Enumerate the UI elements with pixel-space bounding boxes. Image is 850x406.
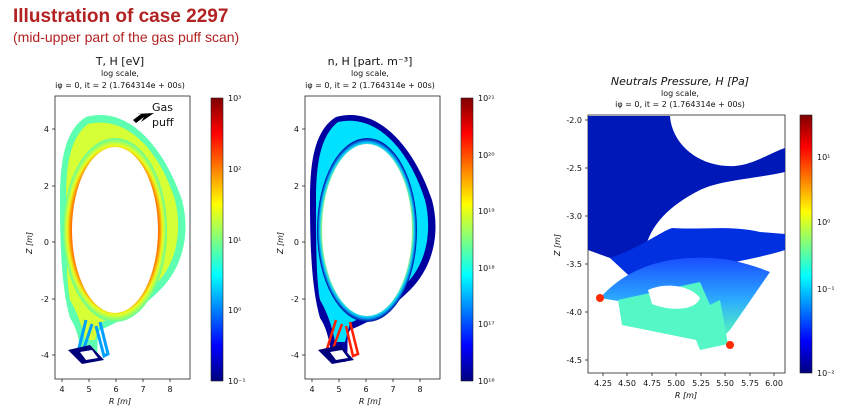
plot2-cbar-tick: 10¹⁹: [478, 207, 495, 216]
plot3-cbar-tick: 10¹: [817, 153, 830, 162]
plot3-xticks: [602, 373, 775, 376]
plot2-cbar-tick: 10¹⁷: [478, 320, 495, 329]
plot3-xtick-label: 4.25: [594, 379, 612, 388]
plot1-cbar-tick: 10⁰: [228, 306, 241, 315]
plot2-divertor-hole: [330, 350, 348, 360]
plot3-ylabel: Z [m]: [553, 234, 562, 257]
plot1-xtick-label: 4: [59, 385, 64, 394]
plot3-subtitle-line1: log scale,: [661, 89, 699, 98]
plot1-ytick-label: -4: [41, 351, 49, 360]
plot2-xtick-label: 5: [336, 385, 341, 394]
plot1-cbar-tick: 10¹: [228, 236, 241, 245]
plot1-xticks: [61, 379, 171, 382]
plot2-cbar-tick: 10¹⁶: [478, 377, 495, 386]
plot2-ytick-label: -2: [291, 295, 299, 304]
plot2-cbar-tick: 10²⁰: [478, 151, 495, 160]
plot1-cbar-tick: 10²: [228, 165, 241, 174]
plot2-ytick-label: 4: [294, 125, 299, 134]
plot2-xtick-label: 7: [390, 385, 395, 394]
plot3-xlabel: R [m]: [675, 391, 697, 400]
plot3-cbar-tick: 10⁻¹: [817, 285, 835, 294]
plot2-cbar-tick: 10¹⁸: [478, 264, 495, 273]
plot3-xtick-label: 5.50: [716, 379, 734, 388]
plot3-xtick-label: 5.00: [667, 379, 685, 388]
plot1-core: [72, 147, 158, 313]
plot2-subtitle-line1: log scale,: [351, 69, 389, 78]
plot2-title: n, H [part. m⁻³]: [328, 55, 413, 68]
plot1-subtitle-line1: log scale,: [101, 69, 139, 78]
plot3-divertor-hole: [648, 285, 700, 309]
plot2-colorbar: [460, 97, 474, 382]
plot2-xtick-label: 6: [363, 385, 368, 394]
plot3-subtitle-line2: iφ = 0, it = 2 (1.764314e + 00s): [615, 100, 745, 109]
plot1-cbar-tick: 10³: [228, 94, 241, 103]
plot2-xticks: [311, 379, 421, 382]
plot1-xtick-label: 6: [113, 385, 118, 394]
slide-subtitle: (mid-upper part of the gas puff scan): [13, 29, 240, 45]
plot2-ytick-label: -4: [291, 351, 299, 360]
plot1-divertor-hole: [80, 350, 98, 360]
plot3-xtick-label: 5.75: [741, 379, 759, 388]
plot3-yticks: [585, 119, 588, 361]
plot3-ytick-label: -4.0: [566, 308, 582, 317]
plot1-annotation-gas: Gas: [152, 101, 173, 114]
plot2-core: [322, 144, 412, 316]
plot1-xtick-label: 5: [86, 385, 91, 394]
plot1-colorbar: [210, 97, 224, 382]
plot1-ytick-label: -2: [41, 295, 49, 304]
plot1-yticks: [52, 128, 55, 356]
plot3-ytick-label: -4.5: [566, 356, 582, 365]
slide-title: Illustration of case 2297: [13, 6, 229, 27]
plot3-cbar-tick: 10⁻²: [817, 369, 835, 378]
plot3-xtick-label: 4.75: [643, 379, 661, 388]
plot1-cbar-tick: 10⁻¹: [228, 377, 246, 386]
plot3-xtick-label: 4.50: [618, 379, 636, 388]
plot1-xtick-label: 7: [140, 385, 145, 394]
plot2-cbar-tick: 10²¹: [478, 94, 495, 103]
plot1-ylabel: Z [m]: [25, 232, 34, 255]
plot3-xtick-label: 5.25: [692, 379, 710, 388]
plot3-colorbar: [799, 114, 813, 374]
plot3-ytick-label: -3.5: [566, 260, 582, 269]
plot1-xtick-label: 8: [167, 385, 172, 394]
plot2-xtick-label: 4: [309, 385, 314, 394]
plot1-ytick-label: 0: [44, 238, 49, 247]
plot3-ytick-label: -3.0: [566, 212, 582, 221]
plot3-ytick-label: -2.0: [566, 116, 582, 125]
plot3-divertor-wedge: [618, 282, 728, 350]
plot3-hotspot-right: [726, 341, 734, 349]
plot2-ytick-label: 2: [294, 182, 299, 191]
plot1-annotation-arrow: [133, 113, 154, 123]
plot2-ytick-label: 0: [294, 238, 299, 247]
plot3-ytick-label: -2.5: [566, 164, 582, 173]
plot1-ytick-label: 4: [44, 125, 49, 134]
plot2-xlabel: R [m]: [359, 397, 381, 406]
plot1-annotation-puff: puff: [152, 116, 174, 129]
plot2-ylabel: Z [m]: [276, 232, 285, 255]
plot1-title: T, H [eV]: [95, 55, 144, 68]
plot2-xtick-label: 8: [417, 385, 422, 394]
plot2-yticks: [302, 128, 305, 356]
plot3-dark-region: [588, 116, 785, 258]
plot1-subtitle-line2: iφ = 0, it = 2 (1.764314e + 00s): [55, 81, 185, 90]
plot2-subtitle-line2: iφ = 0, it = 2 (1.764314e + 00s): [305, 81, 435, 90]
plot1-ytick-label: 2: [44, 182, 49, 191]
plot1-xlabel: R [m]: [109, 397, 131, 406]
plot3-hotspot-left: [596, 294, 604, 302]
plot3-xtick-label: 6.00: [765, 379, 783, 388]
plot3-cbar-tick: 10⁰: [817, 218, 830, 227]
plot3-title: Neutrals Pressure, H [Pa]: [611, 75, 749, 88]
